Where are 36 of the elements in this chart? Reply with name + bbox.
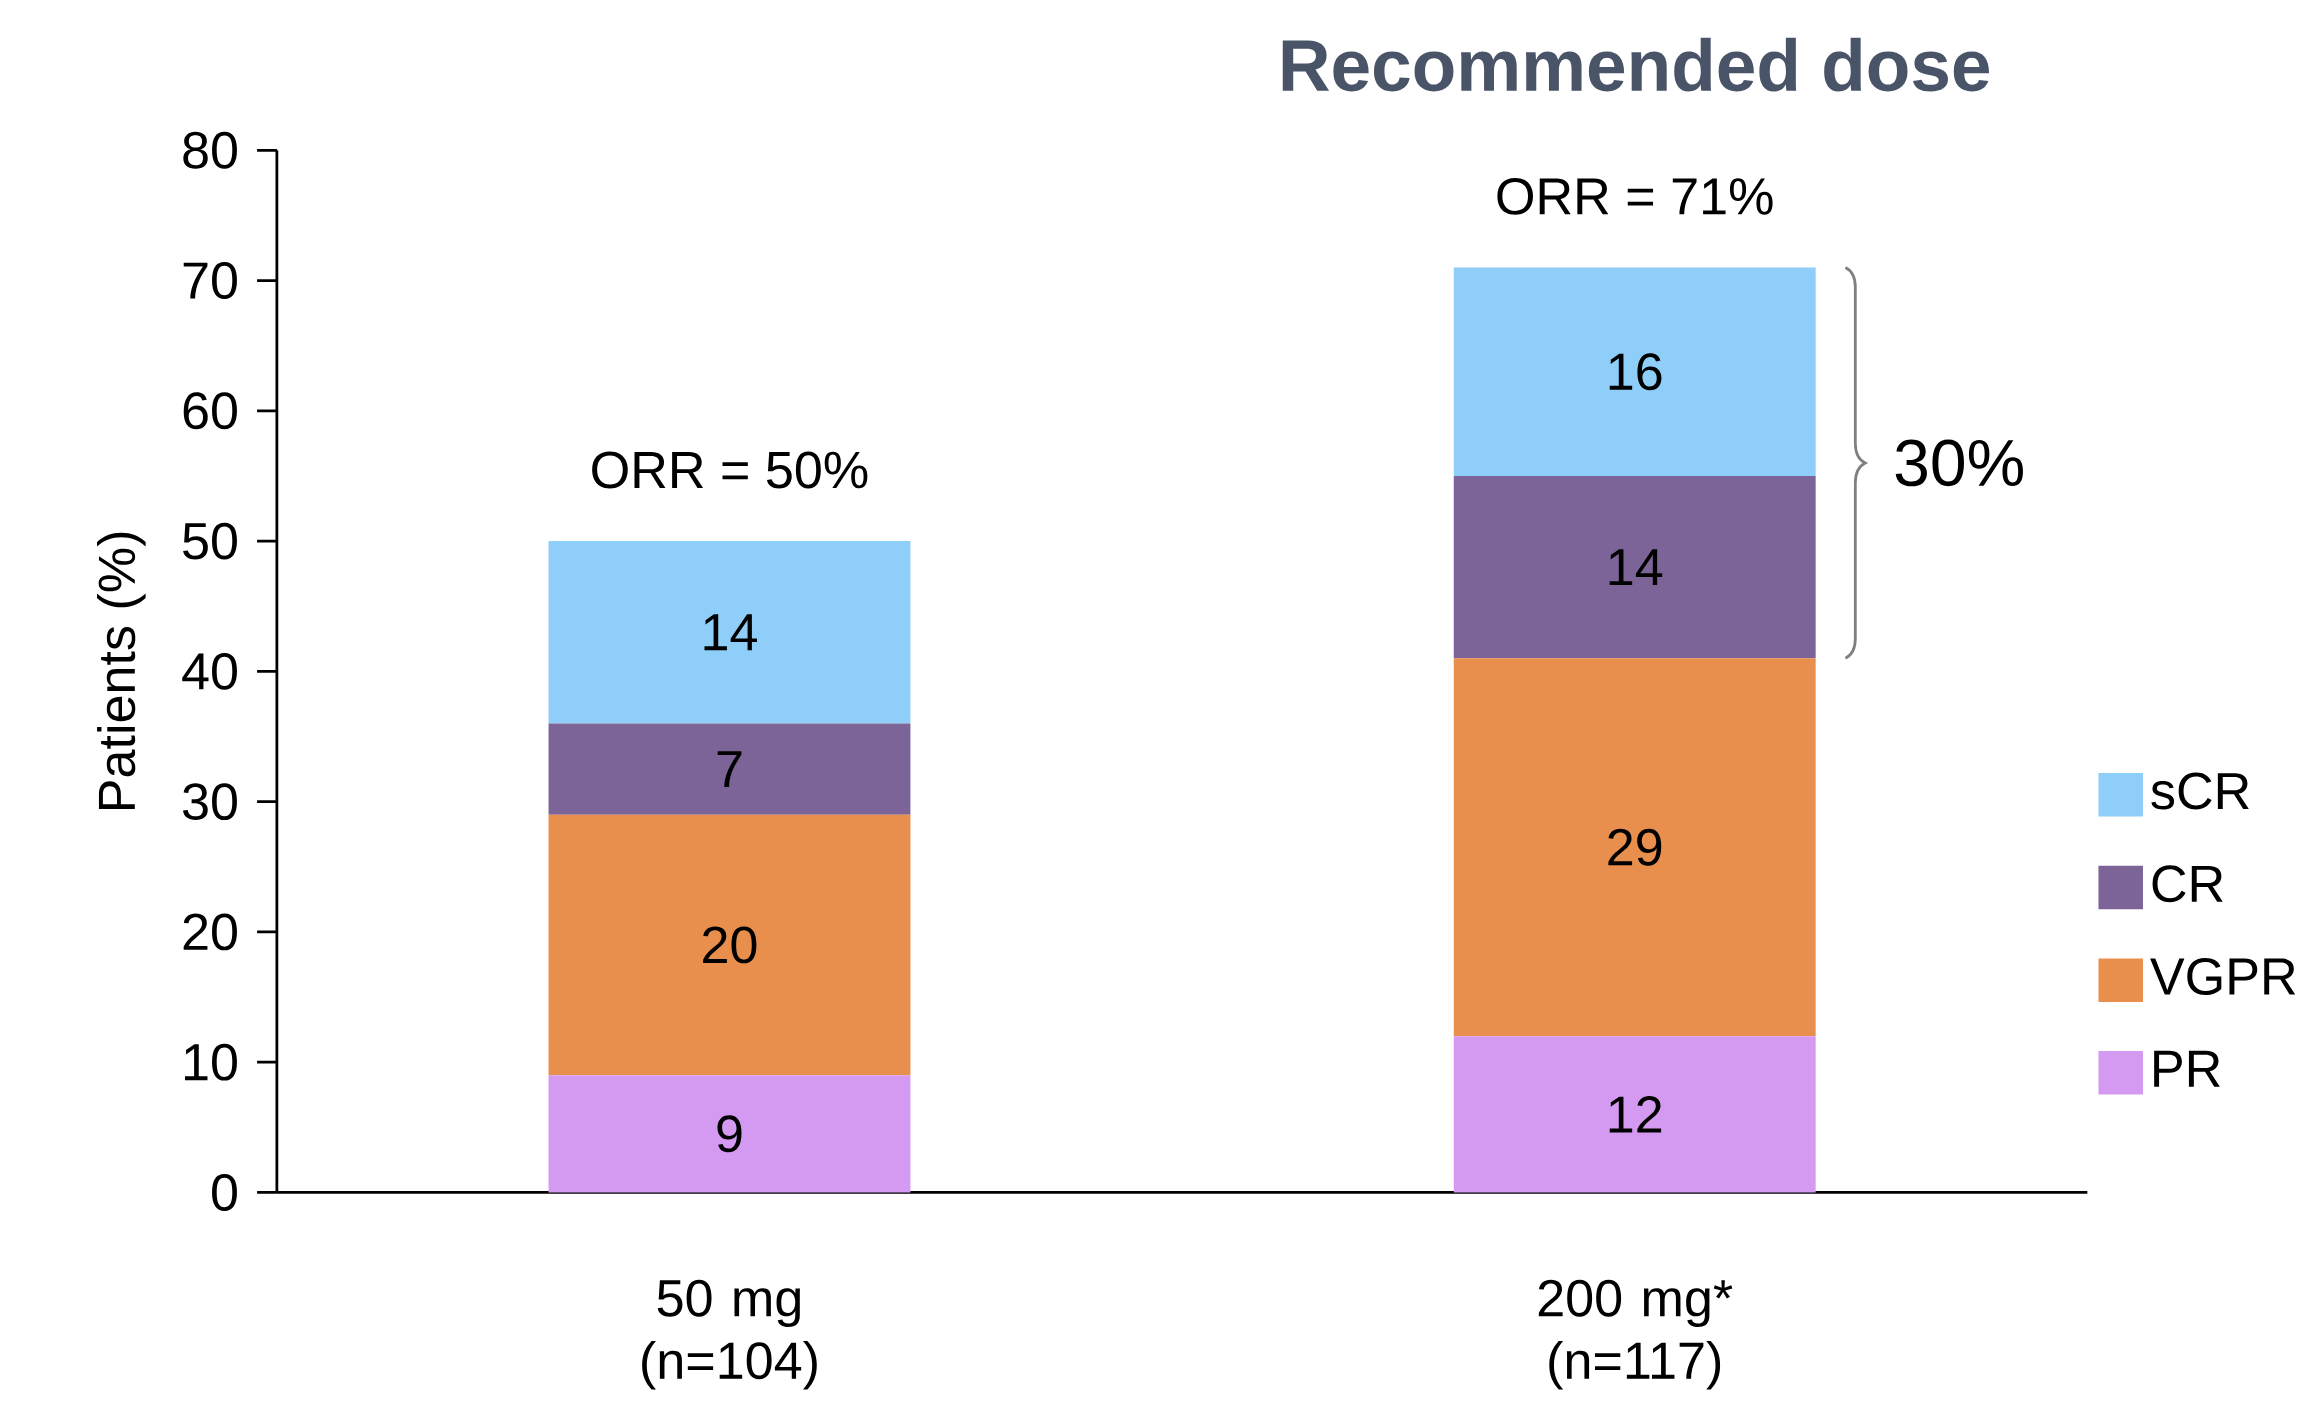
y-tick-label: 70 bbox=[183, 262, 237, 300]
y-tick-label: 30 bbox=[183, 783, 237, 821]
annotation: 30% bbox=[1895, 439, 2023, 487]
y-tick-label: 40 bbox=[182, 652, 237, 690]
bar bbox=[548, 541, 911, 724]
y-tick-label: 50 bbox=[183, 522, 237, 560]
y-tick-label: 60 bbox=[183, 392, 237, 430]
data-label: 12 bbox=[1609, 1096, 1662, 1133]
bar bbox=[548, 1075, 911, 1193]
y-tick-label: 0 bbox=[212, 1174, 237, 1211]
legend-label: VGPR bbox=[2150, 958, 2296, 996]
bar bbox=[548, 723, 911, 815]
bar bbox=[1453, 476, 1816, 659]
y-tick-label: 20 bbox=[183, 913, 237, 951]
bar bbox=[1453, 658, 1816, 1037]
data-label: 16 bbox=[1609, 353, 1662, 391]
x-tick-label: 200 mg* (n=117) bbox=[1538, 1279, 1733, 1390]
chart-title: Recommended dose bbox=[1282, 37, 1990, 92]
legend-label: sCR bbox=[2151, 772, 2249, 810]
x-tick-label: 50 mg (n=104) bbox=[642, 1279, 817, 1390]
data-label: 20 bbox=[703, 926, 757, 964]
legend-label: CR bbox=[2152, 865, 2223, 903]
annotation: ORR = 50% bbox=[592, 451, 868, 489]
data-label: 29 bbox=[1608, 828, 1662, 866]
bar bbox=[1453, 267, 1816, 477]
legend-label: PR bbox=[2154, 1050, 2220, 1087]
data-label: 14 bbox=[1609, 549, 1663, 586]
data-label: 7 bbox=[717, 751, 742, 788]
data-label: 9 bbox=[717, 1115, 742, 1153]
annotation: ORR = 71% bbox=[1497, 177, 1773, 215]
y-axis-title: Patients (%) bbox=[97, 532, 146, 810]
bar bbox=[548, 814, 911, 1076]
y-tick-label: 80 bbox=[183, 131, 237, 169]
bar bbox=[1453, 1036, 1816, 1193]
data-label: 14 bbox=[704, 614, 757, 651]
y-tick-label: 10 bbox=[185, 1043, 237, 1081]
